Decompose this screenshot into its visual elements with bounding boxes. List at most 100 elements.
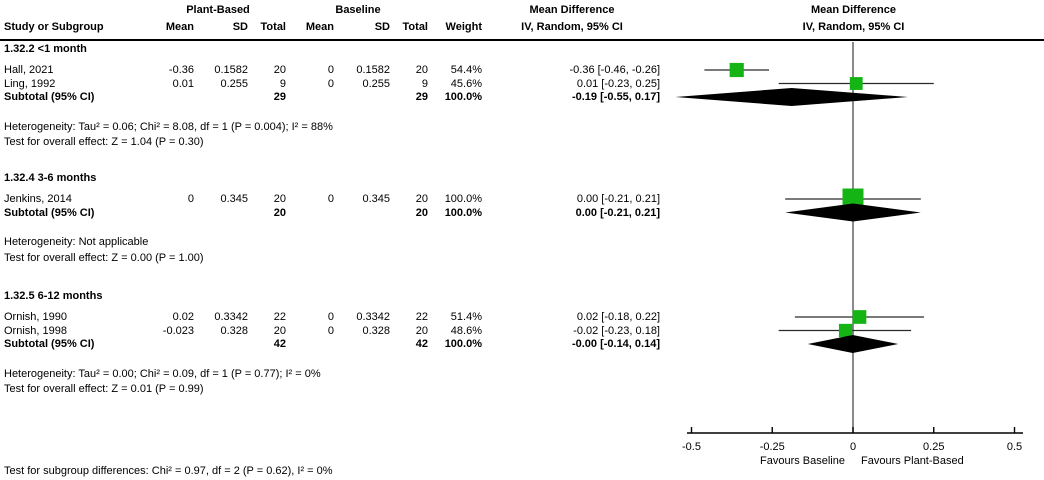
cell-sd1: 0.3342 [214,311,248,323]
cell-mean2: 0 [327,77,334,90]
md-header-text-column: Mean Difference [529,4,615,16]
subtotal-diamond [675,88,908,106]
cell-mean1: 0 [187,193,194,205]
cell-ci_text: -0.19 [-0.55, 0.17] [571,91,660,103]
subtotal-diamond [807,335,899,353]
cell-mean2: 0 [327,311,334,323]
favours-left-label: Favours Baseline [760,455,845,467]
cell-name: Hall, 2021 [4,64,54,76]
cell-total2: 20 [415,206,428,219]
cell-ci_text: -0.36 [-0.46, -0.26] [569,64,661,76]
cell-weight: 51.4% [450,311,482,323]
subgroup-difference-note: Test for subgroup differences: Chi² = 0.… [4,465,333,477]
cell-weight: 100.0% [444,193,482,205]
cell-name: Ornish, 1990 [4,311,67,323]
col-header-weight: Weight [445,21,482,33]
col-header-study: Study or Subgroup [4,21,104,33]
effect-square [852,310,867,324]
effect-square [842,188,864,210]
cell-total2: 9 [421,77,428,90]
effect-square [849,77,863,90]
heterogeneity-note: Heterogeneity: Tau² = 0.06; Chi² = 8.08,… [4,120,333,133]
cell-total1: 20 [273,324,286,337]
cell-total2: 20 [415,64,428,76]
cell-sd2: 0.345 [362,193,390,205]
cell-ci_text: 0.00 [-0.21, 0.21] [576,193,660,205]
cell-total1: 20 [273,64,286,76]
cell-sd2: 0.1582 [356,64,390,76]
cell-mean2: 0 [327,193,334,205]
cell-sd1: 0.345 [220,193,248,205]
cell-sd2: 0.3342 [356,311,390,323]
cell-name: Subtotal (95% CI) [4,206,95,219]
cell-name: Ornish, 1998 [4,324,67,337]
overall-effect-note: Test for overall effect: Z = 0.01 (P = 0… [4,383,204,395]
col-header-total-plant: Total [260,21,286,33]
cell-mean1: 0.02 [172,311,194,323]
cell-weight: 45.6% [450,77,482,90]
overall-effect-note: Test for overall effect: Z = 0.00 (P = 1… [4,251,204,264]
cell-name: Ling, 1992 [4,77,56,90]
effect-square [729,62,744,78]
cell-sd1: 0.1582 [214,64,248,76]
effect-square [838,323,853,338]
col-header-sd-baseline: SD [374,21,390,33]
x-axis-tick-label: -0.25 [760,441,785,453]
cell-weight: 54.4% [450,64,482,76]
subtotal-diamond [785,203,921,222]
section-title: 1.32.5 6-12 months [4,290,103,302]
x-axis-tick-label: 0 [850,441,856,453]
section-title: 1.32.4 3-6 months [4,172,97,184]
cell-total2: 20 [415,324,428,337]
cell-mean1: -0.36 [168,64,194,76]
cell-sd1: 0.328 [220,324,248,337]
heterogeneity-note: Heterogeneity: Not applicable [4,236,149,248]
cell-total1: 22 [273,311,286,323]
col-header-sd-plant: SD [232,21,248,33]
cell-total1: 29 [273,91,286,103]
favours-right-label: Favours Plant-Based [861,455,964,467]
x-axis-tick-label: -0.5 [682,441,701,453]
md-header-plot-column: Mean Difference [811,4,896,16]
cell-weight: 100.0% [444,91,482,103]
cell-ci_text: 0.02 [-0.18, 0.22] [576,311,660,323]
cell-total2: 22 [415,311,428,323]
cell-sd1: 0.255 [220,77,248,90]
cell-weight: 48.6% [450,324,482,337]
cell-total1: 20 [273,206,286,219]
cell-mean1: 0.01 [172,77,194,90]
cell-weight: 100.0% [444,206,482,219]
cell-name: Subtotal (95% CI) [4,91,95,103]
cell-sd2: 0.255 [362,77,390,90]
cell-ci_text: -0.02 [-0.23, 0.18] [573,324,660,337]
cell-ci_text: -0.00 [-0.14, 0.14] [571,338,660,350]
cell-mean1: -0.023 [162,324,194,337]
cell-weight: 100.0% [444,338,482,350]
heterogeneity-note: Heterogeneity: Tau² = 0.00; Chi² = 0.09,… [4,367,321,380]
cell-ci_text: 0.00 [-0.21, 0.21] [575,206,660,219]
col-header-mean-plant: Mean [165,21,194,33]
cell-ci_text: 0.01 [-0.23, 0.25] [576,77,660,90]
cell-total2: 20 [415,193,428,205]
ci-method-header-plot-column: IV, Random, 95% CI [802,21,905,33]
group-header-baseline: Baseline [335,4,381,16]
x-axis-tick-label: 0.25 [923,441,944,453]
cell-mean2: 0 [327,64,334,76]
cell-name: Subtotal (95% CI) [4,338,95,350]
cell-total2: 29 [415,91,428,103]
x-axis-tick-label: 0.5 [1007,441,1022,453]
cell-total1: 9 [279,77,286,90]
ci-method-header-text-column: IV, Random, 95% CI [521,21,623,33]
cell-total1: 20 [273,193,286,205]
section-title: 1.32.2 <1 month [4,43,87,55]
col-header-total-baseline: Total [402,21,428,33]
cell-total2: 42 [415,338,428,350]
cell-name: Jenkins, 2014 [4,193,72,205]
cell-total1: 42 [273,338,286,350]
col-header-mean-baseline: Mean [305,21,334,33]
cell-sd2: 0.328 [362,324,390,337]
overall-effect-note: Test for overall effect: Z = 1.04 (P = 0… [4,136,204,148]
header-underline [0,39,1044,41]
cell-mean2: 0 [327,324,334,337]
